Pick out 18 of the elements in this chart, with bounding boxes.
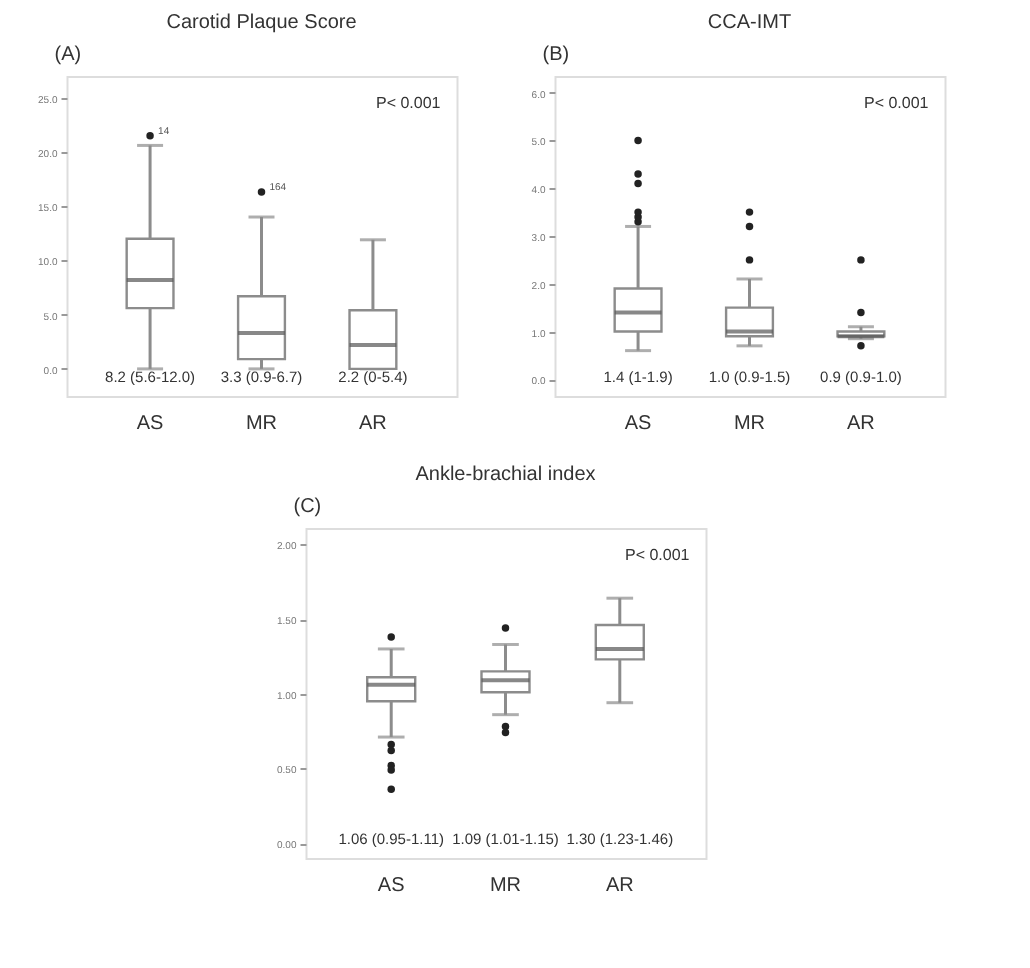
text: (A) (54, 44, 82, 66)
chart-title: Carotid Plaque Score (166, 12, 358, 34)
text: (C) (293, 496, 322, 518)
annotation: P< 0.001 (864, 94, 930, 112)
chart-title: Ankle-brachial index (415, 464, 596, 486)
text: (B) (542, 44, 570, 66)
x-tick-label: MR (489, 875, 522, 897)
x-tick-label: AR (605, 875, 634, 897)
annotation: P< 0.001 (625, 546, 691, 564)
x-tick-label: AR (359, 413, 387, 435)
annotation: P< 0.001 (376, 94, 442, 112)
x-tick-label: AR (847, 413, 875, 435)
x-tick-label: AS (624, 413, 653, 435)
x-tick-label: AS (377, 875, 406, 897)
x-tick-label: MR (245, 413, 278, 435)
x-tick-label: AS (136, 413, 165, 435)
chart-title: CCA-IMT (707, 12, 792, 34)
x-tick-label: MR (733, 413, 766, 435)
